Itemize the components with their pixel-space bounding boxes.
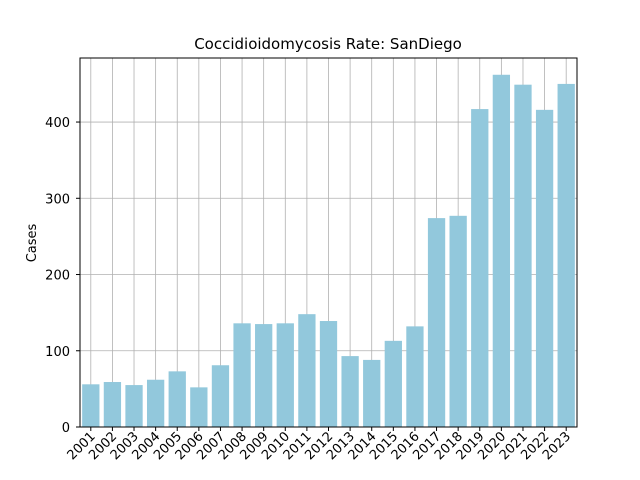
bar [535,109,554,428]
y-tick-label: 300 [45,192,70,207]
bar [449,215,467,427]
bar [103,382,122,427]
bar [82,384,100,427]
bar [255,324,273,427]
y-tick-label: 400 [45,116,70,131]
y-axis-label: Cases [25,223,40,262]
bar [427,218,446,427]
bar [190,387,208,427]
chart-title: Coccidioidomycosis Rate: SanDiego [194,35,462,53]
y-tick-label: 100 [45,345,70,360]
bar [471,109,489,428]
bar [125,385,143,427]
bar [276,323,294,427]
bar [233,323,251,427]
bar [557,83,575,428]
bar [168,371,186,427]
y-tick-label: 0 [62,421,70,436]
bar [211,365,230,427]
bar [341,356,359,427]
bar [406,326,424,427]
bar [298,314,316,427]
bar [384,340,402,427]
plot-frame [79,57,578,428]
bar [492,74,511,427]
bar [319,321,338,427]
bar [146,379,165,427]
bar [363,359,381,427]
y-tick-label: 200 [45,269,70,284]
bar [514,84,532,427]
